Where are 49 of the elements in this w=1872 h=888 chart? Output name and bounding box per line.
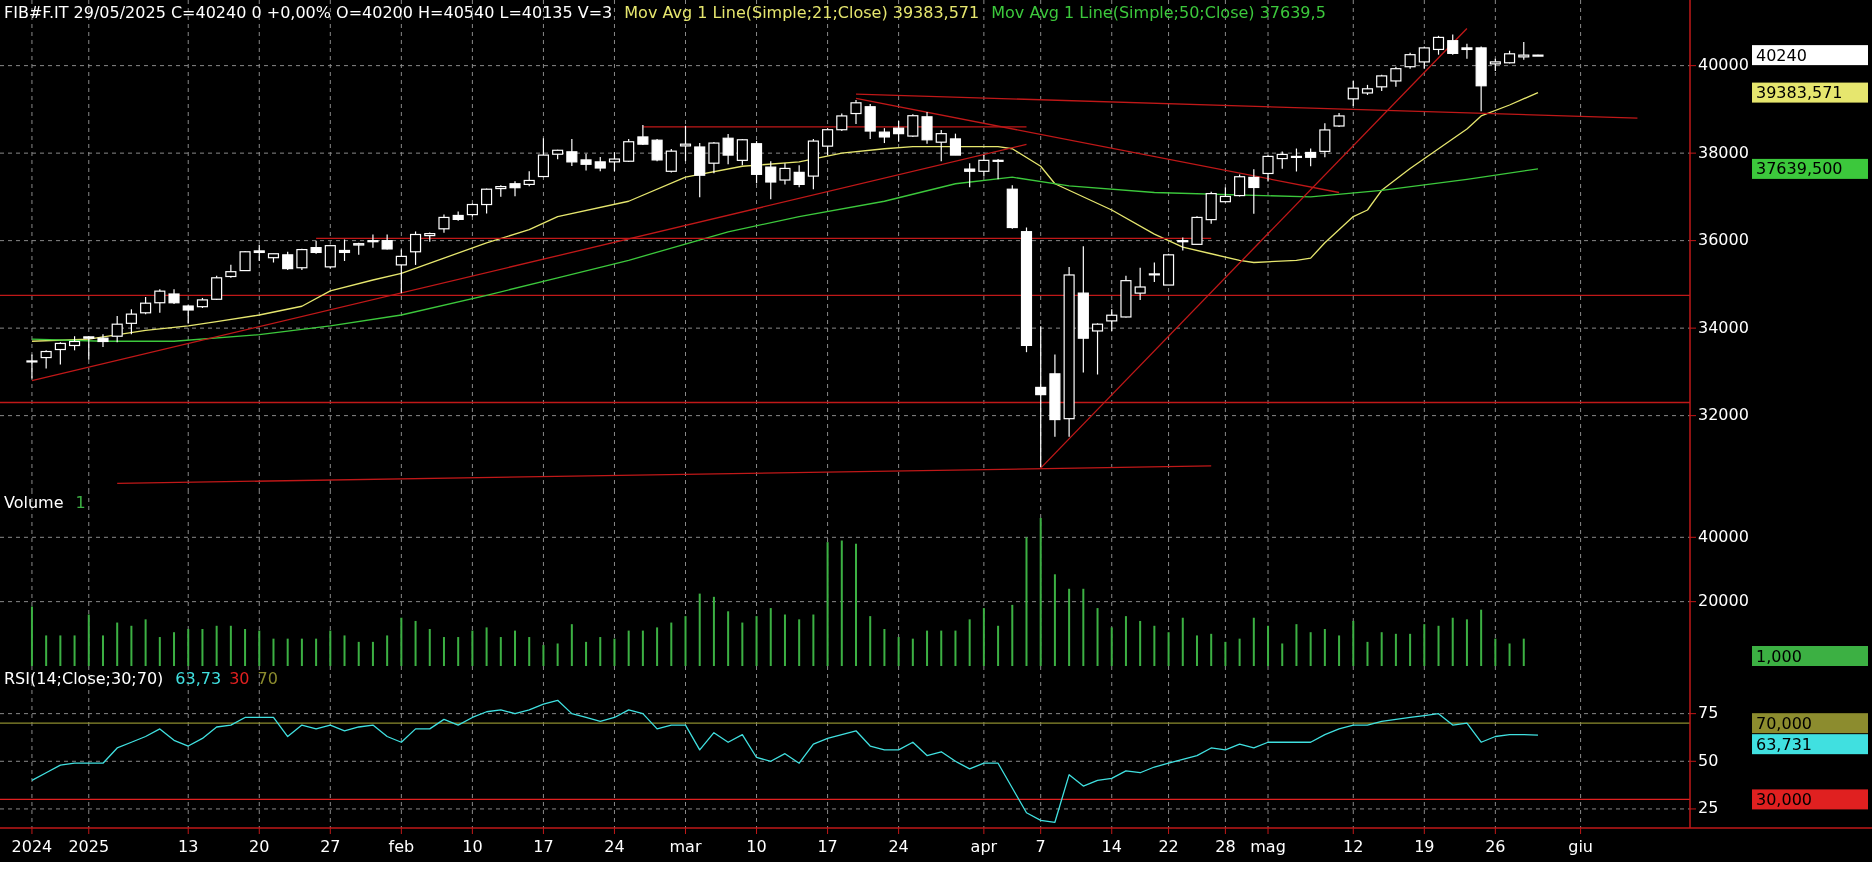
x-tick-label: 27 (320, 837, 341, 856)
x-tick-label: 2024 (11, 837, 53, 856)
x-tick-label: 20 (249, 837, 270, 856)
text: 40240 (1756, 45, 1807, 65)
x-tick-label: feb (388, 837, 415, 856)
x-tick-label: 28 (1215, 837, 1236, 856)
y-tick-label: 40000 (1698, 55, 1749, 75)
x-tick-label: 22 (1158, 837, 1179, 856)
ref-line-label: 70 (257, 669, 278, 688)
y-tick-label: 40000 (1698, 526, 1749, 546)
x-tick-label: 10 (462, 837, 483, 856)
text: 1 (75, 493, 86, 512)
x-tick-label: 7 (1035, 837, 1046, 856)
y-tick-label: 50 (1698, 750, 1719, 770)
text: 37639,500 (1756, 159, 1843, 179)
x-tick-label: 26 (1485, 837, 1506, 856)
text: Mov Avg 1 Line(Simple;21;Close) 39383,571 (624, 3, 980, 22)
y-tick-label: 25 (1698, 798, 1719, 818)
y-tick-label: 75 (1698, 703, 1719, 723)
x-tick-label: 17 (533, 837, 554, 856)
chart-title: Volume (4, 493, 64, 512)
x-tick-label: 14 (1101, 837, 1122, 856)
x-tick-label: 19 (1414, 837, 1435, 856)
x-tick-label: mag (1250, 837, 1286, 856)
y-tick-label: 32000 (1698, 405, 1749, 425)
x-tick-label: 12 (1343, 837, 1364, 856)
x-tick-label: 10 (746, 837, 767, 856)
ref-line-label: 30 (229, 669, 250, 688)
y-tick-label: 36000 (1698, 230, 1749, 250)
x-tick-label: 24 (604, 837, 625, 856)
text: Mov Avg 1 Line(Simple;50;Close) 37639,5 (991, 3, 1326, 22)
chart-title: FIB#F.IT 29/05/2025 C=40240 0 +0,00% O=40200 H=40540 L=40135 V=3 (4, 3, 613, 22)
x-tick-label: apr (970, 837, 998, 856)
x-tick-label: mar (669, 837, 702, 856)
text: 70,000 (1756, 713, 1812, 733)
y-tick-label: 34000 (1698, 317, 1749, 337)
x-tick-label: 13 (178, 837, 199, 856)
x-tick-label: giu (1568, 837, 1593, 856)
text: 1,000 (1756, 646, 1802, 666)
y-tick-label: 38000 (1698, 142, 1749, 162)
x-tick-label: 24 (888, 837, 909, 856)
text: 30,000 (1756, 789, 1812, 809)
text: 63,731 (1756, 734, 1812, 754)
text: 63,73 (175, 669, 222, 688)
y-tick-label: 20000 (1698, 591, 1749, 611)
chart-title: RSI(14;Close;30;70) (4, 669, 164, 688)
x-tick-label: 17 (817, 837, 838, 856)
text: 39383,571 (1756, 83, 1843, 103)
x-tick-label: 2025 (68, 837, 110, 856)
